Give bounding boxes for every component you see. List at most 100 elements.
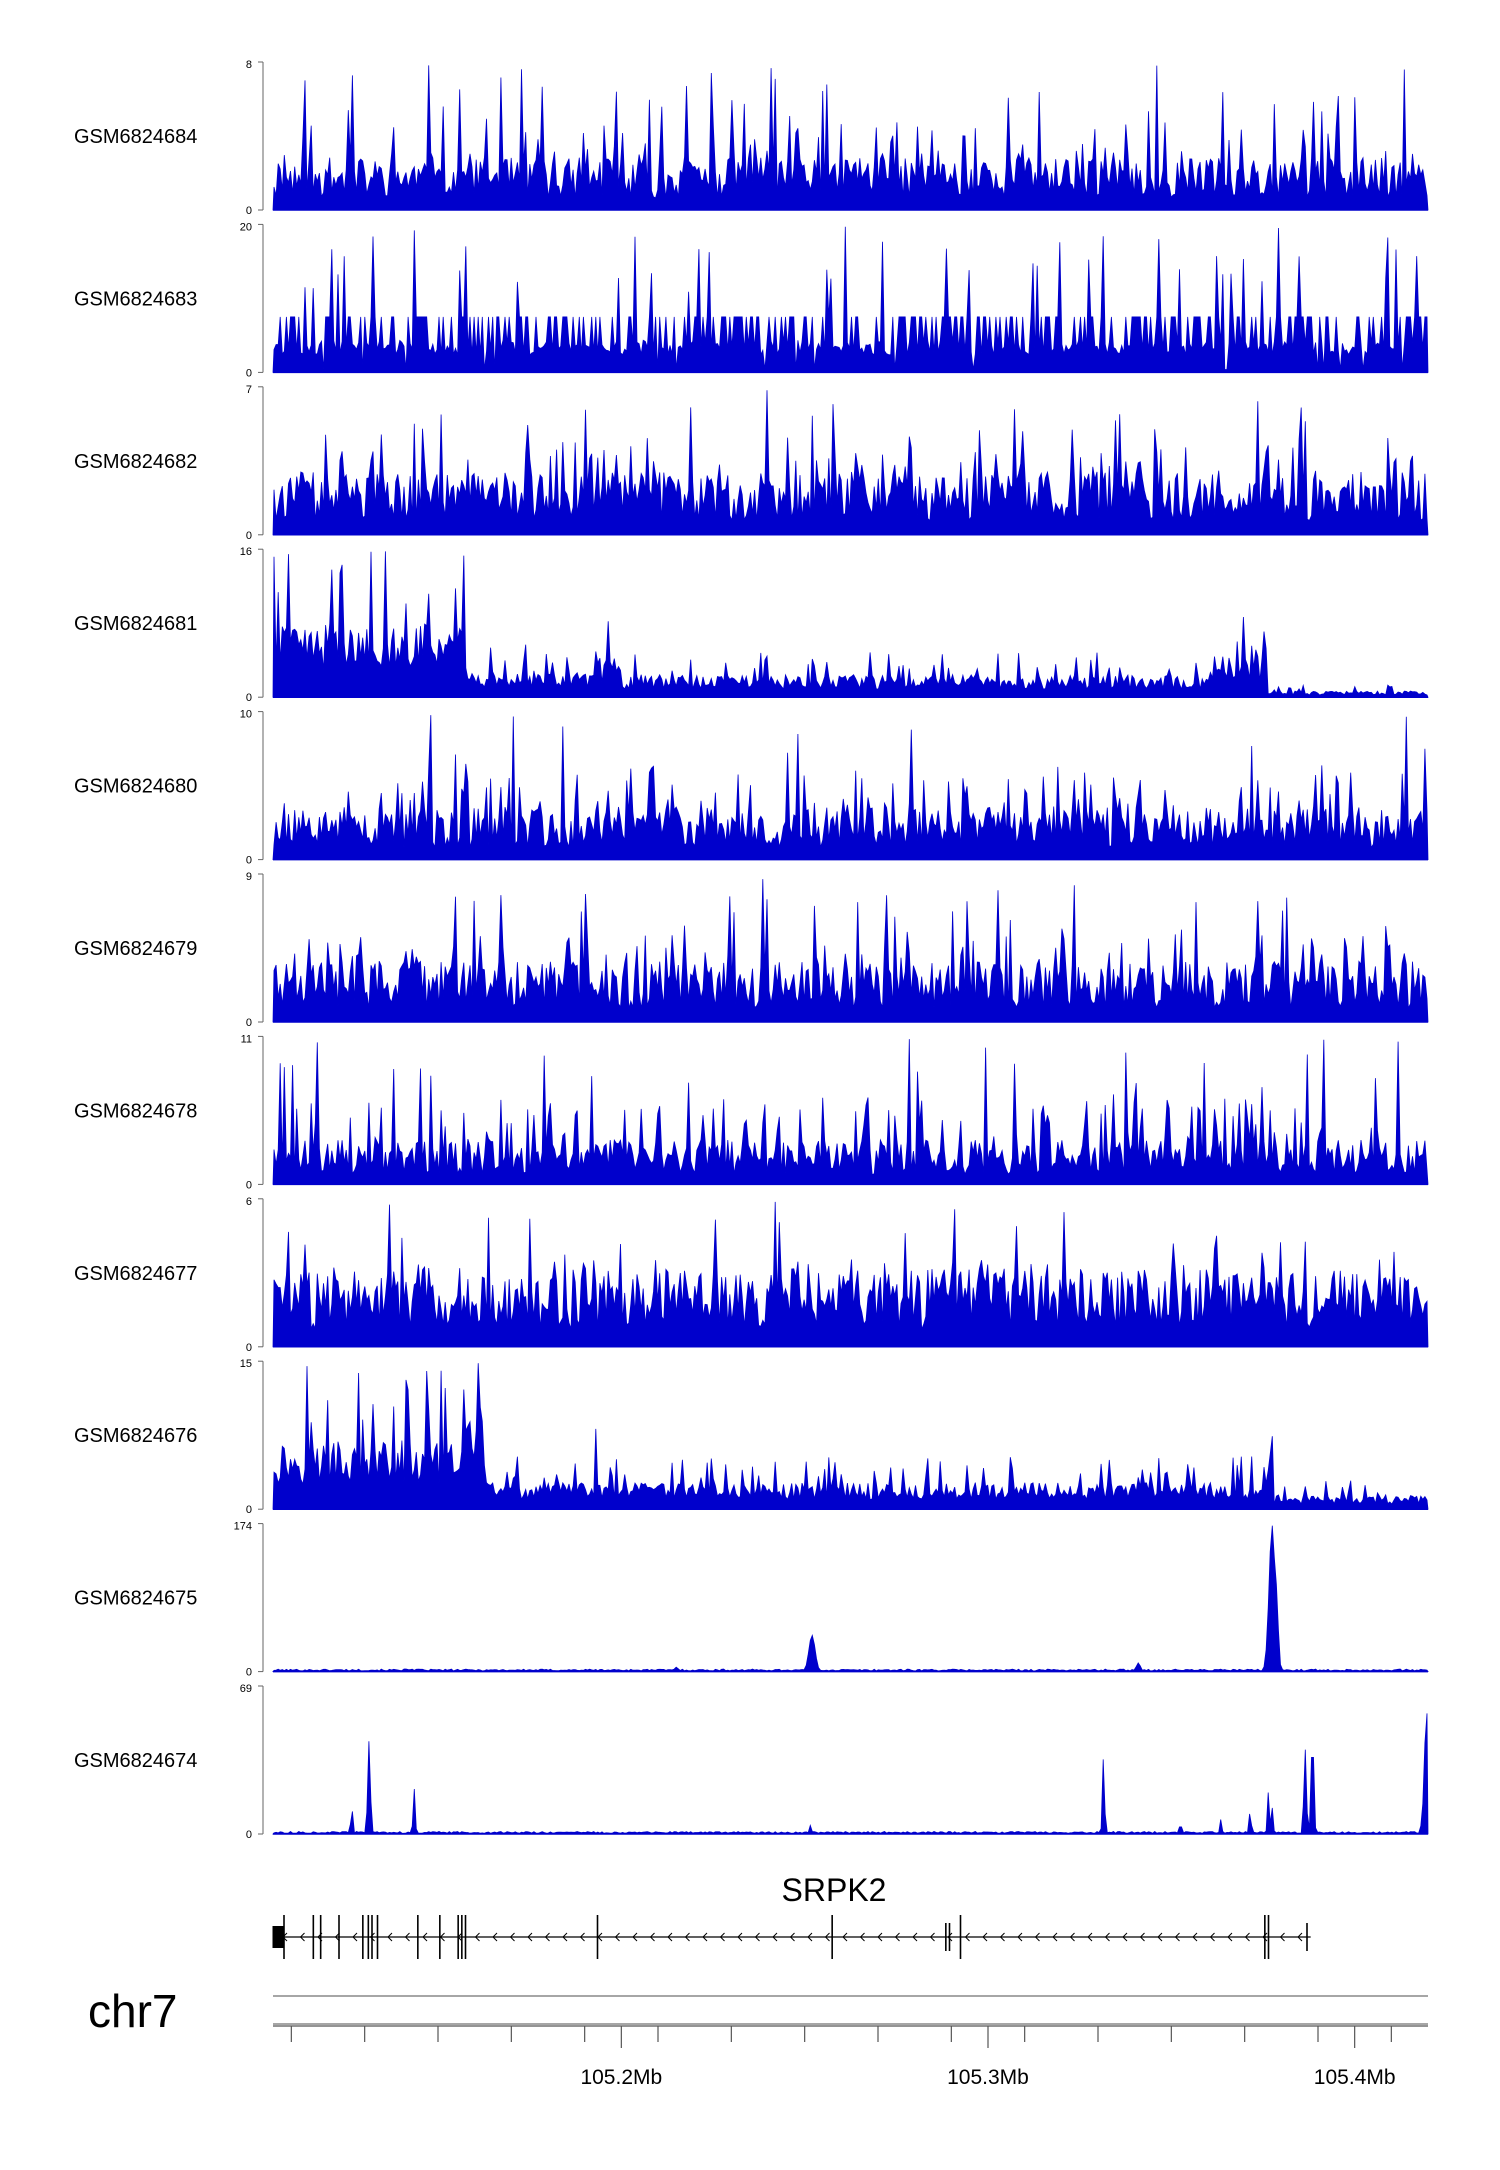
- coverage-area: [272, 1525, 1429, 1672]
- track-label: GSM6824680: [74, 776, 197, 798]
- x-axis-tick-label: 105.3Mb: [947, 2066, 1029, 2089]
- track-GSM6824676: GSM6824676 15 0: [74, 1358, 1429, 1516]
- strand-arrow: [404, 1932, 410, 1942]
- strand-arrow: [737, 1932, 743, 1942]
- strand-arrow: [1297, 1932, 1303, 1942]
- y-max-label: 20: [240, 221, 252, 233]
- strand-arrow: [789, 1932, 795, 1942]
- track-GSM6824684: GSM6824684 8 0: [74, 59, 1429, 217]
- y-min-label: 0: [246, 530, 252, 542]
- y-min-label: 0: [246, 1667, 252, 1679]
- track-label: GSM6824683: [74, 288, 197, 310]
- strand-arrow: [1157, 1932, 1163, 1942]
- strand-arrow: [1174, 1932, 1180, 1942]
- y-max-label: 10: [240, 709, 252, 721]
- strand-arrow: [684, 1932, 690, 1942]
- strand-arrow: [387, 1932, 393, 1942]
- track-GSM6824674: GSM6824674 69 0: [74, 1683, 1429, 1841]
- track-GSM6824682: GSM6824682 7 0: [74, 384, 1429, 542]
- y-min-label: 0: [246, 1829, 252, 1841]
- strand-arrow: [1069, 1932, 1075, 1942]
- track-GSM6824681: GSM6824681 16 0: [74, 546, 1429, 704]
- strand-arrow: [1034, 1932, 1040, 1942]
- y-min-label: 0: [246, 1179, 252, 1191]
- y-max-label: 16: [240, 546, 252, 558]
- strand-arrow: [474, 1932, 480, 1942]
- chromosome-label: chr7: [88, 1985, 177, 2037]
- strand-arrow: [754, 1932, 760, 1942]
- y-min-label: 0: [246, 1342, 252, 1354]
- strand-arrow: [1244, 1932, 1250, 1942]
- strand-arrow: [649, 1932, 655, 1942]
- strand-arrow: [1104, 1932, 1110, 1942]
- track-GSM6824680: GSM6824680 10 0: [74, 709, 1429, 867]
- track-GSM6824683: GSM6824683 20 0: [74, 221, 1429, 379]
- x-axis-tick-label: 105.4Mb: [1314, 2066, 1396, 2089]
- strand-arrow: [422, 1932, 428, 1942]
- track-label: GSM6824674: [74, 1750, 197, 1772]
- strand-arrow: [1139, 1932, 1145, 1942]
- y-max-label: 174: [234, 1521, 252, 1533]
- track-label: GSM6824681: [74, 613, 197, 635]
- track-label: GSM6824675: [74, 1588, 197, 1610]
- strand-arrow: [964, 1932, 970, 1942]
- track-label: GSM6824682: [74, 451, 197, 473]
- strand-arrow: [982, 1932, 988, 1942]
- gene-model: [272, 1915, 1311, 1959]
- coverage-area: [272, 879, 1429, 1023]
- y-max-label: 69: [240, 1683, 252, 1695]
- strand-arrow: [1227, 1932, 1233, 1942]
- strand-arrow: [1087, 1932, 1093, 1942]
- strand-arrow: [877, 1932, 883, 1942]
- chromosome-ideogram: chr7: [88, 1985, 1428, 2037]
- y-max-label: 11: [241, 1033, 252, 1045]
- y-min-label: 0: [246, 1017, 252, 1029]
- strand-arrow: [334, 1932, 340, 1942]
- y-max-label: 7: [246, 384, 252, 396]
- strand-arrow: [894, 1932, 900, 1942]
- strand-arrow: [1017, 1932, 1023, 1942]
- strand-arrow: [527, 1932, 533, 1942]
- strand-arrow: [544, 1932, 550, 1942]
- strand-arrow: [1209, 1932, 1215, 1942]
- track-label: GSM6824678: [74, 1100, 197, 1122]
- y-min-label: 0: [246, 855, 252, 867]
- x-axis-tick-label: 105.2Mb: [580, 2066, 662, 2089]
- coverage-area: [272, 715, 1429, 860]
- y-min-label: 0: [246, 1504, 252, 1516]
- y-max-label: 8: [246, 59, 252, 71]
- y-min-label: 0: [246, 692, 252, 704]
- track-label: GSM6824677: [74, 1263, 197, 1285]
- y-max-label: 6: [246, 1196, 252, 1208]
- strand-arrow: [859, 1932, 865, 1942]
- strand-arrow: [667, 1932, 673, 1942]
- y-max-label: 9: [246, 871, 252, 883]
- track-GSM6824679: GSM6824679 9 0: [74, 871, 1429, 1029]
- gene-label: SRPK2: [782, 1872, 887, 1908]
- strand-arrow: [702, 1932, 708, 1942]
- strand-arrow: [299, 1932, 305, 1942]
- strand-arrow: [912, 1932, 918, 1942]
- strand-arrow: [772, 1932, 778, 1942]
- gene-exon: [272, 1926, 285, 1948]
- strand-arrow: [807, 1932, 813, 1942]
- strand-arrow: [562, 1932, 568, 1942]
- coverage-area: [272, 1039, 1429, 1185]
- strand-arrow: [842, 1932, 848, 1942]
- strand-arrow: [352, 1932, 358, 1942]
- coverage-area: [272, 65, 1429, 211]
- y-max-label: 15: [240, 1358, 252, 1370]
- strand-arrow: [929, 1932, 935, 1942]
- strand-arrow: [824, 1932, 830, 1942]
- coverage-tracks: GSM682468480GSM6824683200GSM682468270GSM…: [74, 59, 1429, 1841]
- track-label: GSM6824684: [74, 126, 197, 148]
- coverage-area: [272, 226, 1429, 373]
- track-GSM6824675: GSM6824675 174 0: [74, 1521, 1429, 1679]
- track-GSM6824677: GSM6824677 6 0: [74, 1196, 1429, 1354]
- strand-arrow: [492, 1932, 498, 1942]
- strand-arrow: [719, 1932, 725, 1942]
- strand-arrow: [369, 1932, 375, 1942]
- x-axis: 105.2Mb 105.3Mb 105.4Mb: [273, 2025, 1428, 2089]
- strand-arrow: [632, 1932, 638, 1942]
